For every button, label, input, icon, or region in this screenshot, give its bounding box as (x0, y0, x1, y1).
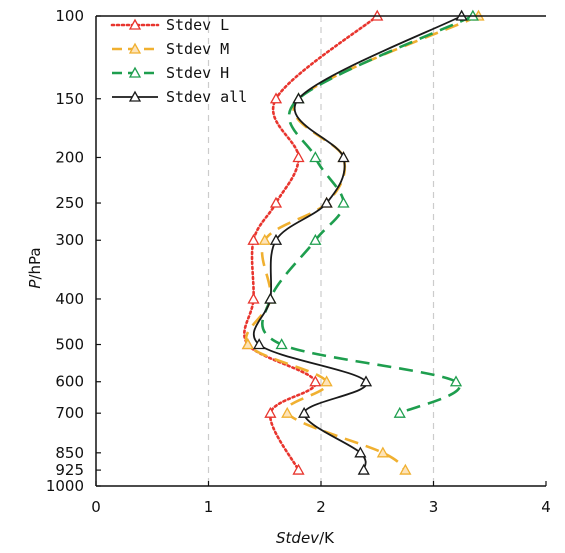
data-point-marker (281, 406, 294, 418)
tick-labels: 0 1 2 3 4 100 150 200 250 300 400 500 600 700 85092510… (46, 7, 551, 516)
x-tick-label: 3 (429, 498, 439, 516)
data-point-marker (269, 196, 283, 208)
data-point-marker (399, 463, 412, 475)
data-point-marker (258, 233, 271, 245)
data-point-marker (354, 446, 367, 458)
y-tick-label: 250 (55, 194, 84, 212)
legend-label-stdev-l: Stdev L (166, 16, 229, 34)
data-point-marker (241, 338, 254, 350)
axis-titles: Stdev/K P/hPa (26, 247, 335, 547)
data-point-marker (264, 406, 277, 418)
y-tick-label: 850 (55, 444, 84, 462)
legend-marker-stdev-m (128, 42, 142, 54)
x-tick-label: 0 (91, 498, 101, 516)
data-point-marker (449, 375, 463, 387)
data-point-marker (292, 463, 305, 475)
legend-label-stdev-h: Stdev H (166, 64, 229, 82)
data-point-marker (264, 292, 277, 304)
y-tick-label: 925 (55, 461, 84, 479)
data-point-marker (320, 375, 333, 387)
data-point-marker (393, 406, 406, 418)
x-axis-title: Stdev/K (276, 529, 335, 547)
y-tick-label: 150 (55, 90, 84, 108)
series-line-stdev-h (261, 14, 474, 415)
data-point-marker (309, 375, 322, 387)
data-point-marker (337, 196, 350, 208)
data-point-marker (292, 151, 305, 163)
series-layer (241, 9, 485, 475)
grid-lines (207, 16, 435, 486)
data-point-marker (309, 233, 322, 245)
legend-marker-stdev-h (128, 66, 142, 78)
y-tick-label: 600 (55, 373, 84, 391)
data-point-marker (376, 446, 389, 458)
data-point-marker (320, 196, 333, 208)
data-point-marker (247, 233, 260, 245)
data-point-marker (292, 92, 305, 104)
series-stdev-h (261, 9, 479, 418)
data-point-marker (128, 90, 142, 102)
series-line-stdev-l (243, 14, 379, 472)
y-tick-label: 200 (55, 148, 84, 166)
legend-label-stdev-m: Stdev M (166, 40, 229, 58)
data-point-marker (309, 151, 322, 163)
series-stdev-all (252, 9, 468, 475)
x-tick-label: 4 (541, 498, 551, 516)
legend-marker-stdev-l (128, 18, 142, 30)
y-tick-label: 700 (55, 404, 84, 422)
x-tick-label: 1 (204, 498, 214, 516)
data-point-marker (275, 338, 288, 350)
data-point-marker (269, 92, 283, 104)
data-point-marker (247, 292, 260, 304)
data-point-marker (359, 375, 373, 387)
y-axis-title: P/hPa (26, 247, 44, 288)
data-point-marker (128, 66, 142, 78)
data-point-marker (253, 338, 266, 350)
y-tick-label: 500 (55, 336, 84, 354)
data-point-marker (357, 463, 370, 475)
data-point-marker (128, 42, 142, 54)
x-tick-label: 2 (316, 498, 326, 516)
legend-label-stdev-all: Stdev all (166, 88, 247, 106)
legend: Stdev L Stdev M Stdev H Stdev all (110, 16, 247, 106)
legend-marker-stdev-all (128, 90, 142, 102)
y-tick-label: 100 (55, 7, 84, 25)
axes (95, 15, 547, 487)
y-tick-label: 300 (55, 231, 84, 249)
series-stdev-l (241, 9, 384, 475)
data-point-marker (128, 18, 142, 30)
y-tick-label: 1000 (46, 477, 84, 495)
data-point-marker (298, 406, 311, 418)
data-point-marker (269, 233, 283, 245)
y-tick-label: 400 (55, 290, 84, 308)
data-point-marker (337, 151, 350, 163)
